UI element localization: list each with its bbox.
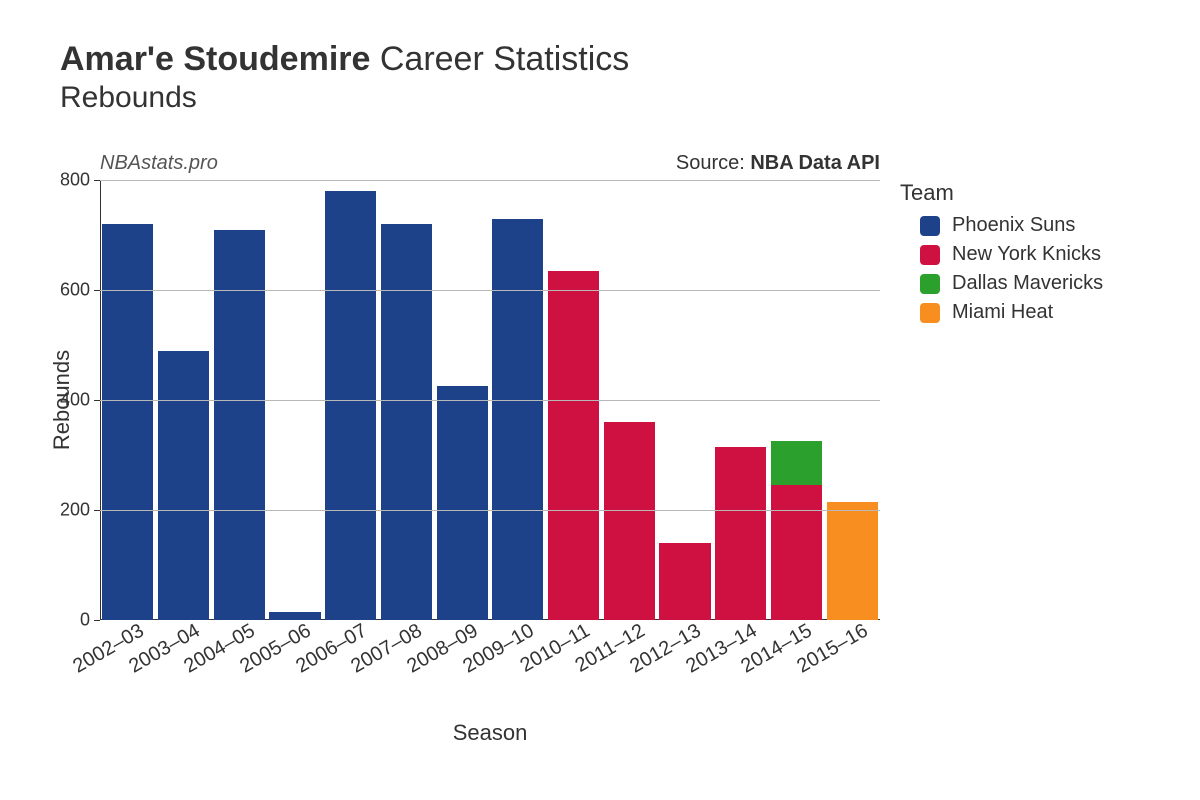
bar-segment <box>437 386 488 620</box>
y-tick-mark <box>94 620 100 621</box>
legend-label: Phoenix Suns <box>952 214 1075 237</box>
bar-segment <box>214 230 265 621</box>
grid-line <box>100 290 880 291</box>
y-tick-mark <box>94 510 100 511</box>
bar-segment <box>269 612 320 620</box>
legend-swatch <box>920 245 940 265</box>
bar-segment <box>604 422 655 620</box>
bar-segment <box>492 219 543 621</box>
legend-item: New York Knicks <box>920 243 1103 266</box>
legend-label: Miami Heat <box>952 301 1053 324</box>
page-subtitle: Rebounds <box>60 81 629 115</box>
legend-label: New York Knicks <box>952 243 1101 266</box>
y-tick-label: 800 <box>30 170 90 191</box>
y-tick-label: 200 <box>30 500 90 521</box>
legend-item: Dallas Mavericks <box>920 272 1103 295</box>
bar-segment <box>659 543 710 620</box>
bar-segment <box>548 271 599 620</box>
page-container: Amar'e Stoudemire Career Statistics Rebo… <box>0 0 1200 800</box>
legend: Team Phoenix Suns New York Knicks Dallas M… <box>900 180 1103 330</box>
bar-segment <box>102 224 153 620</box>
source-name: NBA Data API <box>750 152 880 174</box>
legend-swatch <box>920 274 940 294</box>
bar-chart: 2002–032003–042004–052005–062006–072007–… <box>100 180 880 620</box>
y-tick-label: 0 <box>30 610 90 631</box>
grid-line <box>100 180 880 181</box>
source-prefix: Source: <box>676 152 750 174</box>
legend-item: Miami Heat <box>920 301 1103 324</box>
y-tick-label: 400 <box>30 390 90 411</box>
bar-segment <box>325 191 376 620</box>
y-tick-mark <box>94 180 100 181</box>
brand-label: NBAstats.pro <box>100 152 218 174</box>
y-tick-mark <box>94 290 100 291</box>
grid-line <box>100 510 880 511</box>
legend-swatch <box>920 303 940 323</box>
grid-line <box>100 400 880 401</box>
title-block: Amar'e Stoudemire Career Statistics Rebo… <box>60 40 629 115</box>
title-player: Amar'e Stoudemire <box>60 40 370 78</box>
page-title: Amar'e Stoudemire Career Statistics <box>60 40 629 79</box>
bar-segment <box>771 485 822 620</box>
y-tick-mark <box>94 400 100 401</box>
bar-segment <box>827 502 878 620</box>
title-suffix: Career Statistics <box>380 40 629 78</box>
bar-segment <box>715 447 766 620</box>
legend-title: Team <box>900 180 1103 206</box>
bar-segment <box>771 441 822 485</box>
bar-segment <box>381 224 432 620</box>
x-axis-label: Season <box>100 720 880 746</box>
plot-header: NBAstats.pro Source: NBA Data API <box>100 152 880 175</box>
legend-label: Dallas Mavericks <box>952 272 1103 295</box>
y-tick-label: 600 <box>30 280 90 301</box>
legend-swatch <box>920 216 940 236</box>
legend-item: Phoenix Suns <box>920 214 1103 237</box>
bar-segment <box>158 351 209 621</box>
source-label: Source: NBA Data API <box>676 152 880 175</box>
